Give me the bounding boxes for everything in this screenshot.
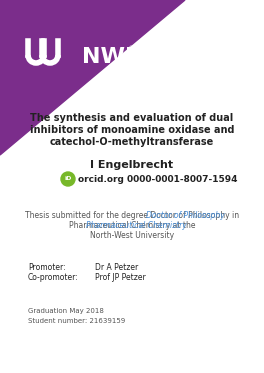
Text: Promoter:: Promoter: <box>28 263 66 273</box>
Text: Student number: 21639159: Student number: 21639159 <box>28 318 125 324</box>
Text: inhibitors of monoamine oxidase and: inhibitors of monoamine oxidase and <box>30 125 234 135</box>
Text: Graduation May 2018: Graduation May 2018 <box>28 308 104 314</box>
Text: catechol-O-methyltransferase: catechol-O-methyltransferase <box>50 137 214 147</box>
Text: Pharmaceutical Chemistry at the: Pharmaceutical Chemistry at the <box>69 220 195 229</box>
Text: The synthesis and evaluation of dual: The synthesis and evaluation of dual <box>30 113 234 123</box>
Circle shape <box>61 172 75 186</box>
Text: NWU: NWU <box>82 47 143 67</box>
Text: I Engelbrecht: I Engelbrecht <box>91 160 173 170</box>
Text: Prof JP Petzer: Prof JP Petzer <box>95 273 146 282</box>
Text: Dr A Petzer: Dr A Petzer <box>95 263 138 273</box>
Text: North-West University: North-West University <box>90 231 174 239</box>
Text: Co-promoter:: Co-promoter: <box>28 273 79 282</box>
Text: Doctor of Philosophy: Doctor of Philosophy <box>145 210 224 219</box>
Polygon shape <box>0 0 185 155</box>
Text: Pharmaceutical Chemistry: Pharmaceutical Chemistry <box>86 220 186 229</box>
Text: Thesis submitted for the degree Doctor of Philosophy in: Thesis submitted for the degree Doctor o… <box>25 210 239 219</box>
Text: orcid.org 0000-0001-8007-1594: orcid.org 0000-0001-8007-1594 <box>78 175 238 184</box>
Text: iD: iD <box>64 176 72 182</box>
Text: ®: ® <box>128 46 135 52</box>
